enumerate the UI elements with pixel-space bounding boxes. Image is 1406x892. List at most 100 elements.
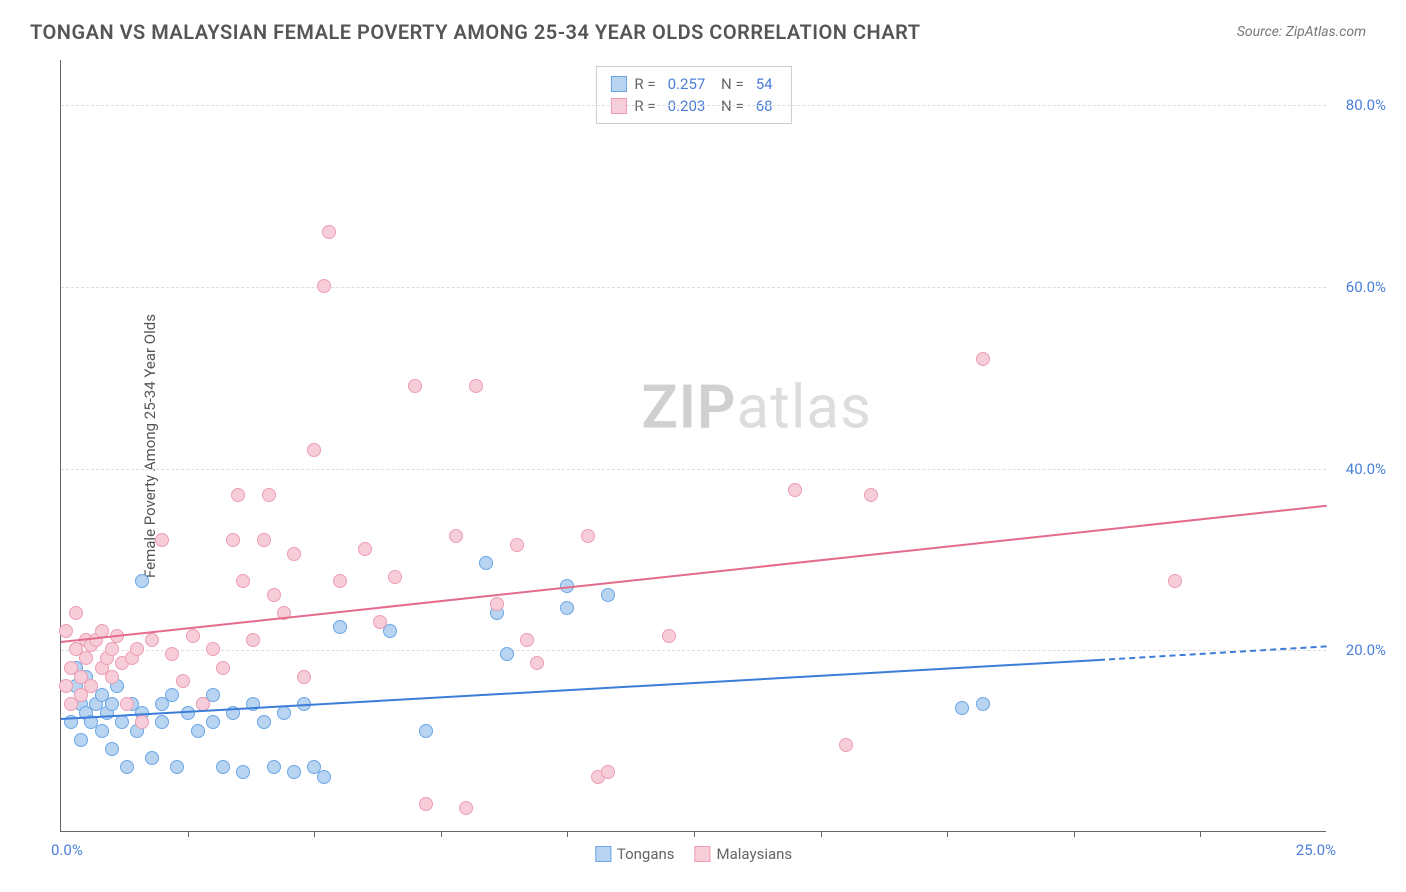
data-point (216, 760, 230, 774)
data-point (408, 379, 422, 393)
legend-swatch-malaysians (695, 846, 711, 862)
y-tick-label: 20.0% (1336, 641, 1386, 659)
correlation-legend: R = 0.257 N = 54 R = 0.203 N = 68 (595, 66, 791, 124)
data-point (236, 765, 250, 779)
data-point (373, 615, 387, 629)
data-point (333, 620, 347, 634)
y-tick-label: 40.0% (1336, 460, 1386, 478)
data-point (510, 538, 524, 552)
data-point (287, 765, 301, 779)
r-value-tongans: 0.257 (668, 75, 706, 93)
data-point (69, 606, 83, 620)
data-point (788, 483, 802, 497)
data-point (246, 633, 260, 647)
data-point (120, 697, 134, 711)
data-point (520, 633, 534, 647)
data-point (257, 715, 271, 729)
data-point (59, 679, 73, 693)
watermark-light: atlas (737, 371, 872, 442)
data-point (864, 488, 878, 502)
x-tick (694, 831, 695, 837)
data-point (257, 533, 271, 547)
gridline (61, 105, 1326, 106)
data-point (186, 629, 200, 643)
x-tick (441, 831, 442, 837)
data-point (469, 379, 483, 393)
legend-swatch-tongans (595, 846, 611, 862)
source-attribution: Source: ZipAtlas.com (1237, 24, 1366, 40)
data-point (231, 488, 245, 502)
data-point (490, 597, 504, 611)
plot-area: ZIPatlas R = 0.257 N = 54 R = 0.203 N = … (60, 60, 1326, 832)
data-point (449, 529, 463, 543)
data-point (130, 642, 144, 656)
data-point (267, 760, 281, 774)
x-tick (821, 831, 822, 837)
gridline (61, 650, 1326, 651)
data-point (388, 570, 402, 584)
data-point (155, 715, 169, 729)
trend-line (1099, 646, 1327, 662)
data-point (976, 697, 990, 711)
data-point (601, 765, 615, 779)
data-point (165, 647, 179, 661)
data-point (955, 701, 969, 715)
data-point (500, 647, 514, 661)
data-point (105, 697, 119, 711)
legend-item-malaysians: Malaysians (695, 845, 793, 863)
data-point (419, 797, 433, 811)
x-tick (1074, 831, 1075, 837)
gridline (61, 287, 1326, 288)
data-point (317, 279, 331, 293)
legend-item-tongans: Tongans (595, 845, 675, 863)
series-legend: Tongans Malaysians (595, 845, 792, 863)
x-tick (567, 831, 568, 837)
data-point (307, 443, 321, 457)
data-point (277, 706, 291, 720)
data-point (976, 352, 990, 366)
data-point (79, 651, 93, 665)
data-point (560, 601, 574, 615)
data-point (262, 488, 276, 502)
n-value-tongans: 54 (756, 75, 773, 93)
data-point (155, 533, 169, 547)
watermark: ZIPatlas (641, 371, 872, 442)
data-point (601, 588, 615, 602)
data-point (479, 556, 493, 570)
data-point (226, 533, 240, 547)
data-point (135, 574, 149, 588)
data-point (135, 715, 149, 729)
y-tick-label: 80.0% (1336, 96, 1386, 114)
watermark-bold: ZIP (641, 371, 736, 442)
legend-label-tongans: Tongans (617, 845, 675, 863)
x-axis-origin-label: 0.0% (51, 841, 83, 859)
x-tick (314, 831, 315, 837)
data-point (216, 661, 230, 675)
data-point (333, 574, 347, 588)
chart-title: TONGAN VS MALAYSIAN FEMALE POVERTY AMONG… (30, 20, 1376, 44)
data-point (95, 724, 109, 738)
data-point (267, 588, 281, 602)
data-point (236, 574, 250, 588)
x-tick (1200, 831, 1201, 837)
data-point (115, 715, 129, 729)
data-point (84, 679, 98, 693)
data-point (459, 801, 473, 815)
data-point (145, 633, 159, 647)
data-point (581, 529, 595, 543)
data-point (419, 724, 433, 738)
data-point (206, 715, 220, 729)
data-point (191, 724, 205, 738)
data-point (322, 225, 336, 239)
data-point (662, 629, 676, 643)
data-point (105, 742, 119, 756)
data-point (1168, 574, 1182, 588)
data-point (145, 751, 159, 765)
data-point (297, 670, 311, 684)
data-point (105, 642, 119, 656)
swatch-tongans (610, 76, 626, 92)
data-point (74, 733, 88, 747)
data-point (358, 542, 372, 556)
x-tick (947, 831, 948, 837)
chart-container: TONGAN VS MALAYSIAN FEMALE POVERTY AMONG… (0, 0, 1406, 892)
